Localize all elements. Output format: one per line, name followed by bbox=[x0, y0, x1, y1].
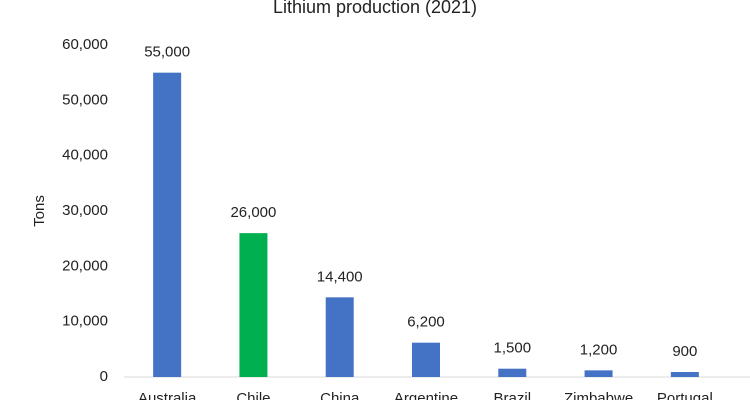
bar bbox=[498, 368, 527, 377]
x-tick-label: Zimbabwe bbox=[564, 390, 633, 400]
bar bbox=[670, 372, 699, 377]
data-label: 900 bbox=[672, 343, 697, 360]
y-axis-label: Tons bbox=[31, 195, 48, 227]
y-tick-label: 20,000 bbox=[62, 257, 108, 274]
bar bbox=[584, 370, 613, 377]
data-label: 55,000 bbox=[144, 44, 190, 61]
bar bbox=[239, 233, 268, 377]
data-label: 6,200 bbox=[407, 314, 445, 331]
y-tick-label: 30,000 bbox=[62, 202, 108, 219]
x-tick-label: Brazil bbox=[494, 390, 532, 400]
x-tick-label: Argentine bbox=[394, 390, 458, 400]
bar bbox=[412, 342, 440, 377]
y-tick-label: 0 bbox=[100, 368, 108, 385]
x-tick-label: China bbox=[320, 390, 360, 400]
y-tick-label: 50,000 bbox=[62, 91, 108, 108]
chart-title: Lithium production (2021) bbox=[273, 0, 477, 17]
bar bbox=[325, 297, 354, 377]
x-tick-label: Australia bbox=[138, 390, 197, 400]
y-tick-label: 10,000 bbox=[62, 313, 108, 330]
data-label: 1,500 bbox=[494, 340, 532, 357]
x-tick-label: Portugal bbox=[657, 390, 713, 400]
y-tick-label: 40,000 bbox=[62, 147, 108, 164]
bar bbox=[153, 72, 182, 378]
data-label: 26,000 bbox=[230, 204, 276, 221]
x-tick-label: Chile bbox=[236, 390, 270, 400]
data-label: 1,200 bbox=[580, 341, 618, 358]
data-label: 14,400 bbox=[317, 268, 363, 285]
y-tick-label: 60,000 bbox=[62, 36, 108, 53]
